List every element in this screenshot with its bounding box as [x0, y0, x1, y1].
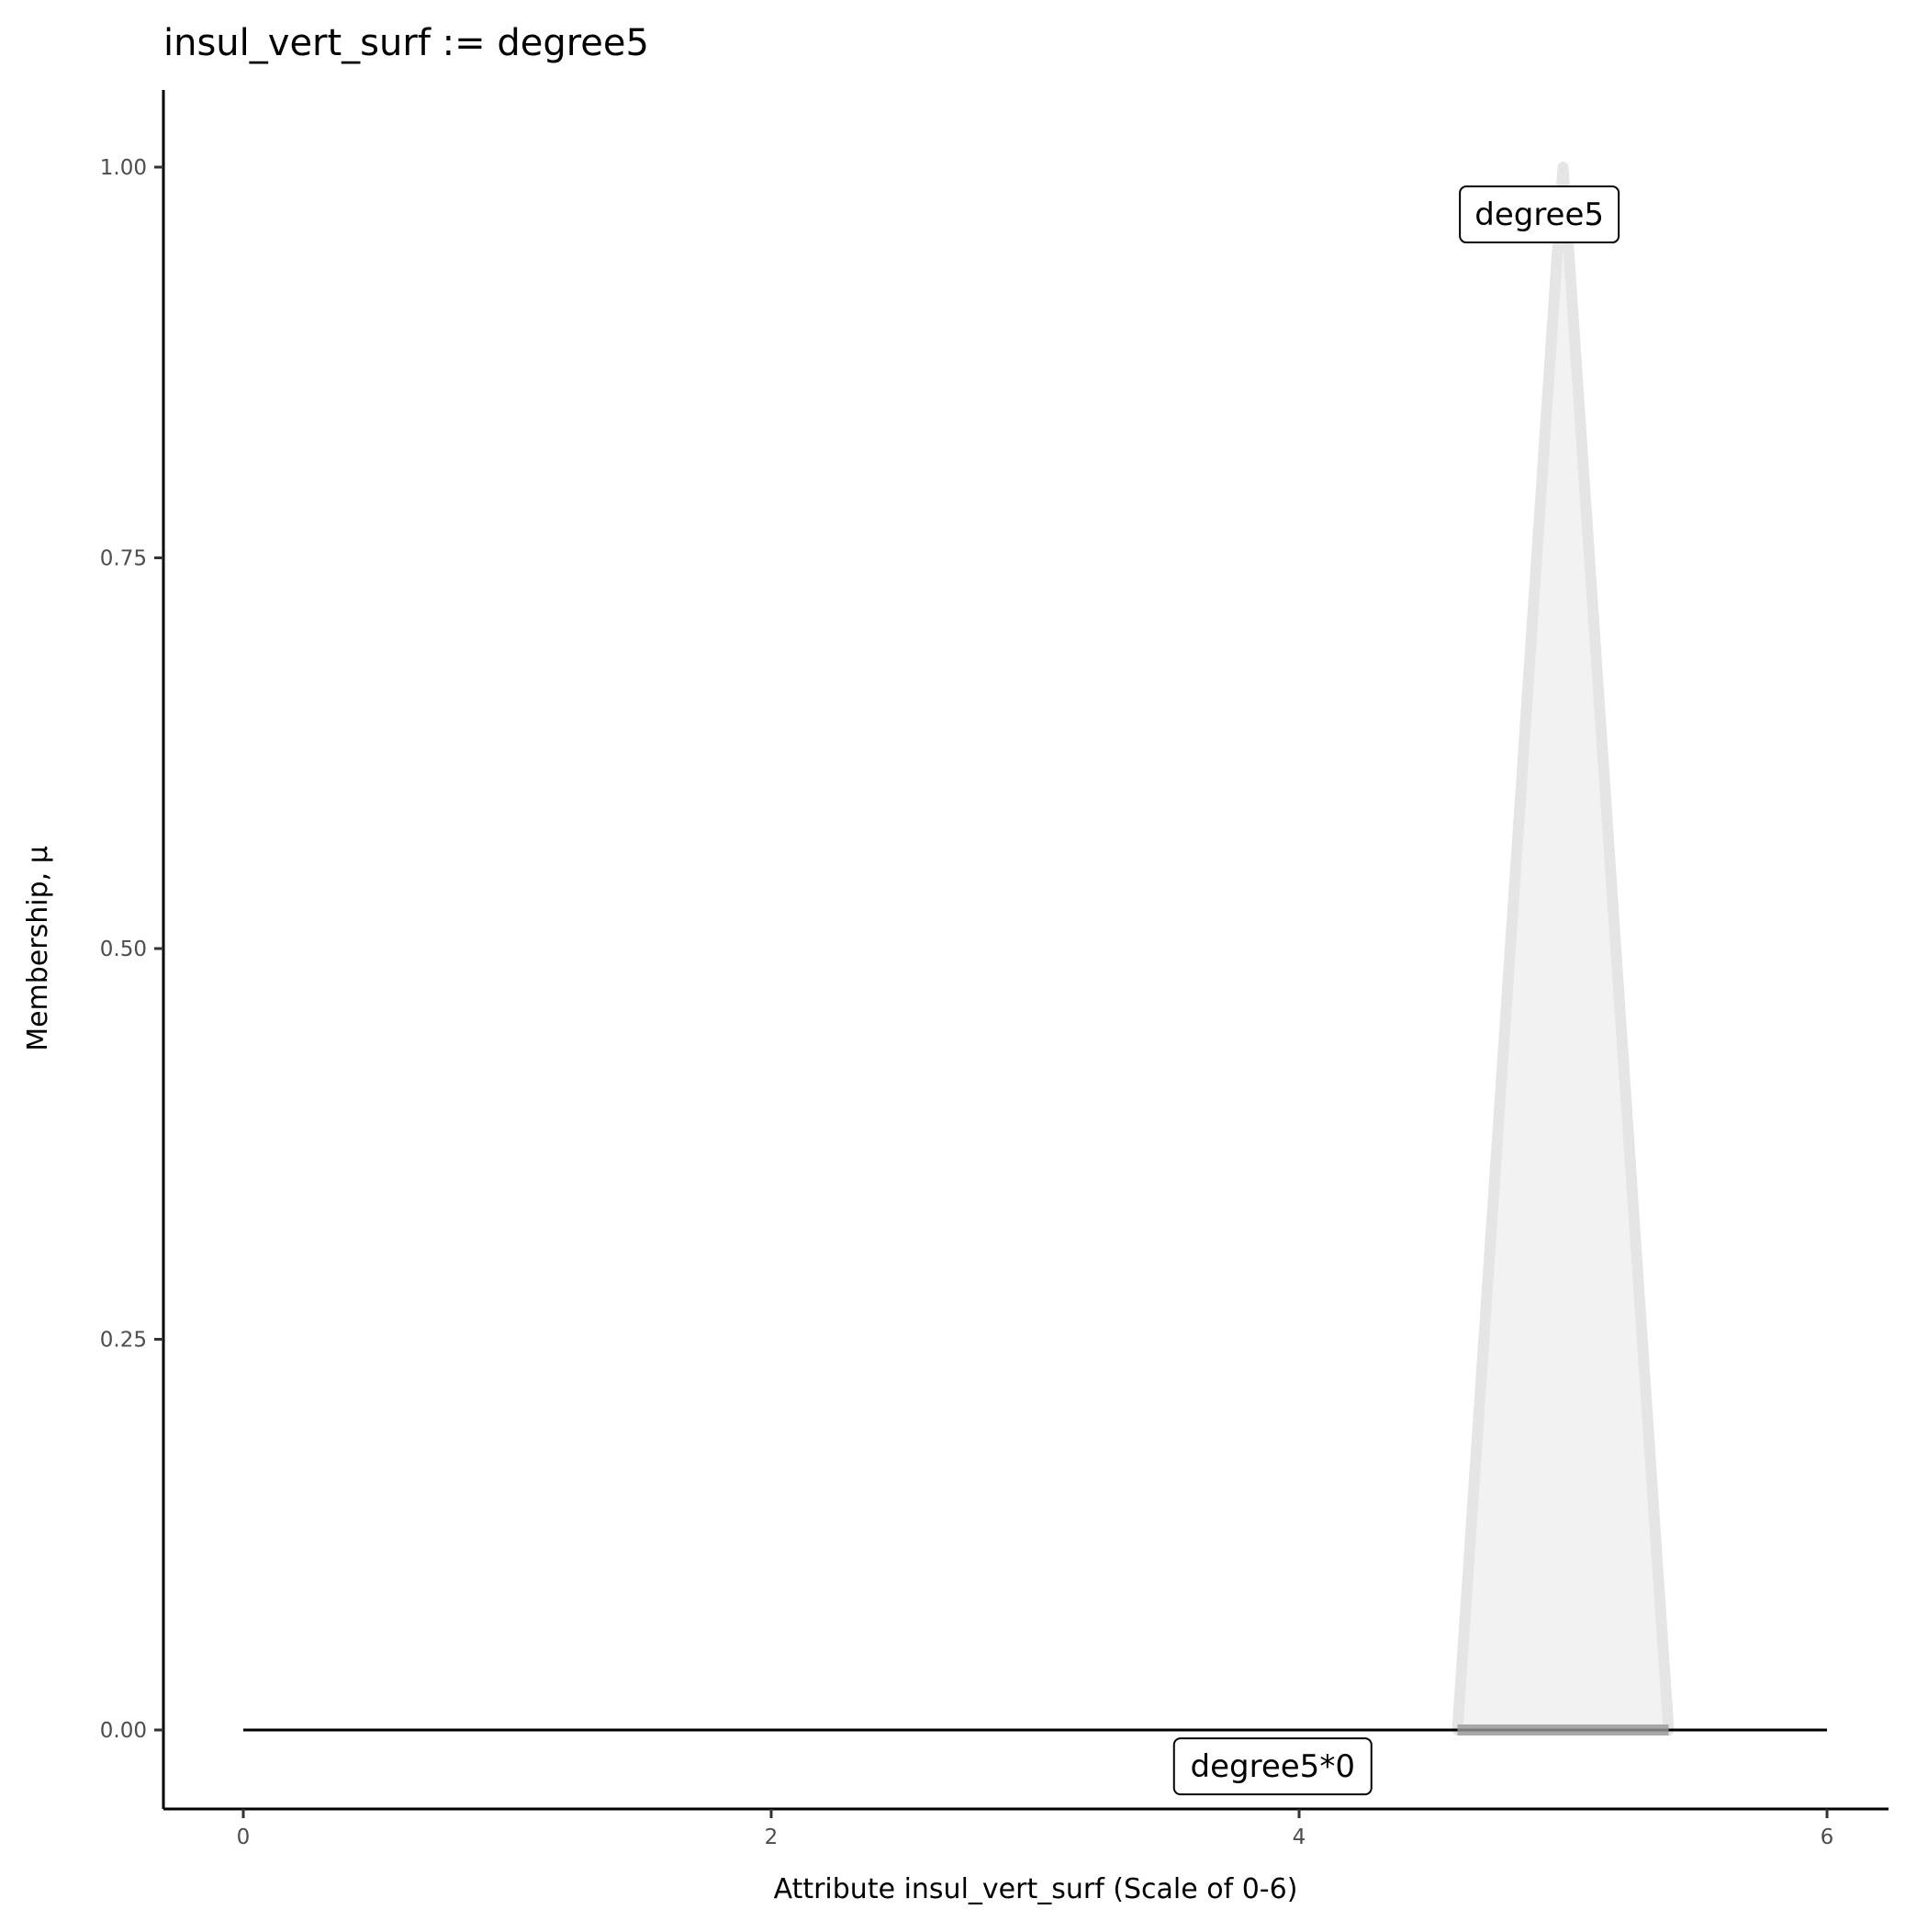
annotation-text: degree5 — [1474, 197, 1604, 233]
x-tick-label: 6 — [1821, 1825, 1834, 1849]
y-tick-label: 0.25 — [100, 1329, 147, 1353]
y-tick-label: 1.00 — [100, 156, 147, 180]
y-tick-label: 0.00 — [100, 1719, 147, 1743]
x-tick-label: 4 — [1293, 1825, 1306, 1849]
x-tick-label: 0 — [237, 1825, 251, 1849]
chart-title: insul_vert_surf := degree5 — [163, 22, 649, 64]
annotation-text: degree5*0 — [1191, 1748, 1355, 1785]
y-tick-label: 0.75 — [100, 547, 147, 571]
annotation-box — [1459, 185, 1620, 244]
annotation-label: degree5 — [1459, 185, 1620, 244]
series-degree5-area — [1452, 162, 1675, 1735]
annotation-box — [1172, 1737, 1373, 1796]
x-axis-title: Attribute insul_vert_surf (Scale of 0-6) — [774, 1873, 1298, 1905]
x-tick-label: 2 — [765, 1825, 779, 1849]
annotation-label: degree5*0 — [1172, 1737, 1373, 1796]
y-axis-title: Membership, μ — [22, 846, 54, 1051]
y-tick-label: 0.50 — [100, 938, 147, 961]
